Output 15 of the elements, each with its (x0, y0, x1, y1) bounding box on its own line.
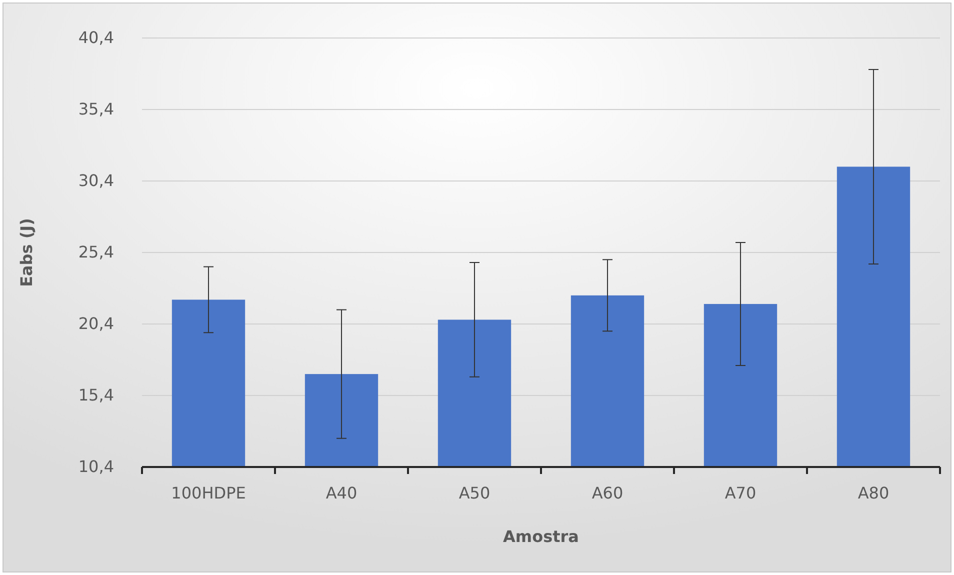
x-tick-label: A50 (458, 483, 490, 502)
x-axis-title: Amostra (503, 527, 579, 546)
y-tick-label: 25,4 (78, 242, 114, 262)
y-tick-label: 40,4 (78, 28, 114, 48)
y-axis-title: Eabs (J) (17, 218, 36, 287)
y-tick-label: 10,4 (78, 457, 114, 476)
y-tick-label: 15,4 (78, 386, 114, 405)
x-tick-label: A40 (326, 483, 358, 502)
y-tick-label: 30,4 (78, 171, 114, 190)
x-tick-label: 100HDPE (171, 483, 246, 502)
y-tick-label: 35,4 (78, 100, 114, 119)
x-tick-label: A70 (724, 483, 756, 502)
x-tick-label: A60 (592, 483, 624, 502)
x-tick-label: A80 (858, 483, 890, 502)
y-tick-label: 20,4 (78, 314, 114, 334)
